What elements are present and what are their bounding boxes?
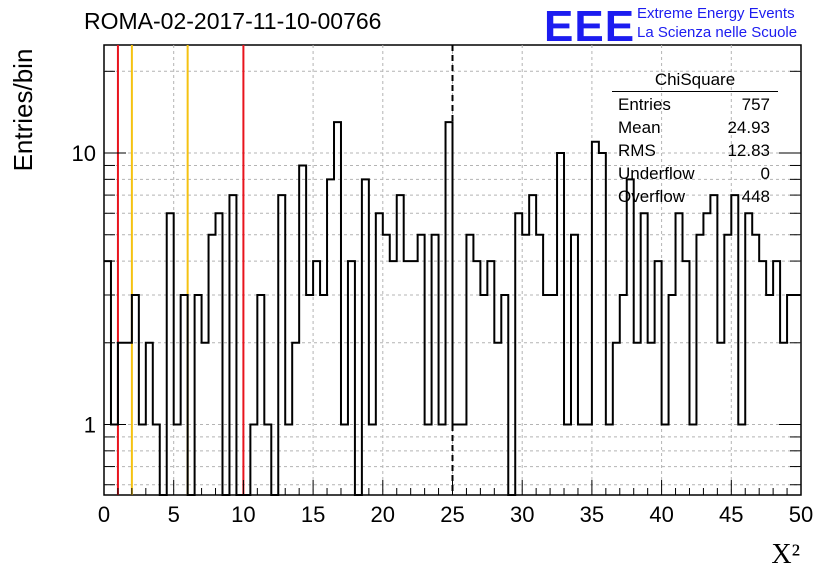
stats-value: 448: [741, 187, 770, 206]
x-tick-label: 0: [98, 502, 110, 527]
x-tick-label: 10: [231, 502, 255, 527]
stats-box: ChiSquare Entries 757 Mean 24.93 RMS 12.83 …: [612, 70, 778, 208]
stats-value: 12.83: [727, 141, 770, 160]
stats-row-rms: RMS 12.83: [612, 139, 778, 162]
logo-tagline-top: Extreme Energy Events: [637, 5, 795, 22]
stats-box-title: ChiSquare: [612, 70, 778, 92]
x-tick-label: 45: [719, 502, 743, 527]
stats-row-underflow: Underflow 0: [612, 162, 778, 185]
stats-value: 24.93: [727, 118, 770, 137]
logo-tagline-bottom: La Scienza nelle Scuole: [637, 24, 798, 41]
y-tick-label: 10: [72, 141, 96, 166]
stats-label: Mean: [618, 118, 661, 137]
x-axis-title: X²: [771, 539, 800, 570]
eee-logo: EEE: [544, 2, 636, 51]
stats-label: Underflow: [618, 164, 695, 183]
stats-value: 757: [741, 95, 770, 114]
stats-label: Entries: [618, 95, 671, 114]
run-title: ROMA-02-2017-11-10-00766: [84, 8, 382, 34]
x-tick-label: 20: [371, 502, 395, 527]
x-tick-label: 25: [440, 502, 464, 527]
y-axis-title: Entries/bin: [8, 49, 38, 172]
x-tick-label: 5: [168, 502, 180, 527]
stats-row-entries: Entries 757: [612, 93, 778, 116]
y-tick-label: 1: [84, 413, 96, 438]
x-tick-label: 30: [510, 502, 534, 527]
stats-label: RMS: [618, 141, 656, 160]
stats-value: 0: [760, 164, 770, 183]
x-tick-label: 35: [580, 502, 604, 527]
x-tick-label: 15: [301, 502, 325, 527]
x-tick-label: 50: [789, 502, 813, 527]
stats-row-overflow: Overflow 448: [612, 185, 778, 208]
x-tick-label: 40: [649, 502, 673, 527]
stats-row-mean: Mean 24.93: [612, 116, 778, 139]
histogram-step-line: [104, 121, 801, 496]
stats-label: Overflow: [618, 187, 686, 206]
